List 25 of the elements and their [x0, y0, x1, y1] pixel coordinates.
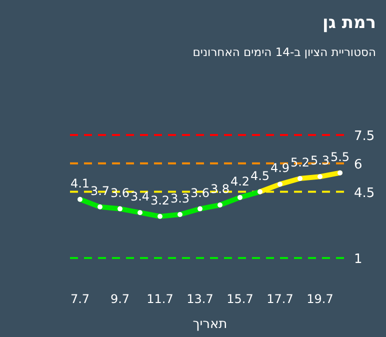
data-label: 4.9	[270, 161, 290, 176]
data-label: 3.7	[90, 184, 110, 198]
data-label: 3.2	[150, 193, 170, 208]
x-tick-label: 15.7	[226, 292, 254, 306]
ref-line-label: 4.5	[354, 186, 375, 201]
data-label: 5.2	[290, 156, 310, 170]
chart-subtitle: הסטוריית הציון ב-14 הימים האחרונים	[192, 45, 376, 59]
x-tick-label: 17.7	[266, 292, 294, 306]
data-label: 4.1	[70, 176, 90, 190]
data-label: 4.5	[250, 168, 270, 183]
data-label: 4.2	[230, 174, 250, 188]
ref-line-label: 1	[354, 252, 362, 267]
data-label: 3.3	[170, 191, 190, 206]
x-tick-label: 11.7	[146, 292, 174, 306]
x-tick-label: 13.7	[186, 292, 214, 306]
x-axis-title: תאריך	[192, 317, 228, 332]
x-tick-label: 9.7	[110, 292, 130, 306]
data-label: 3.4	[130, 190, 150, 204]
data-label: 3.6	[190, 186, 210, 200]
ref-line-label: 6	[354, 157, 362, 172]
chart-title: רמת גן	[322, 13, 376, 33]
ref-line-label: 7.5	[354, 129, 375, 144]
x-tick-label: 19.7	[306, 292, 334, 306]
data-label: 5.5	[330, 150, 350, 164]
x-tick-label: 7.7	[70, 292, 90, 306]
